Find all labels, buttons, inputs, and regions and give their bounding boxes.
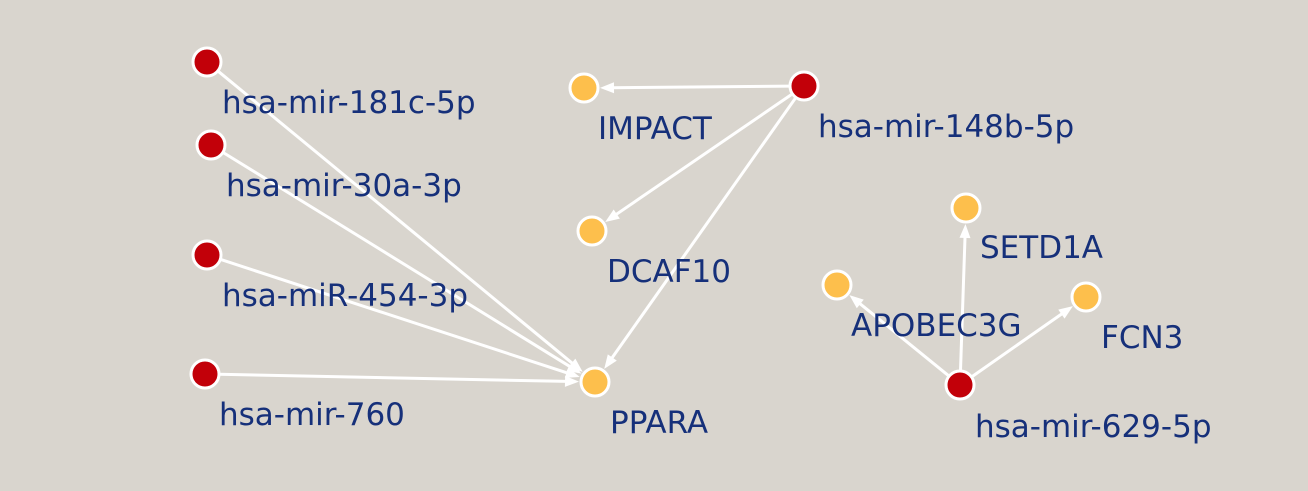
gene-node-impact[interactable] — [568, 72, 600, 104]
edge-line — [218, 257, 570, 375]
gene-node-setd1a[interactable] — [950, 192, 982, 224]
node-label-mir-454: hsa-miR-454-3p — [222, 278, 468, 314]
edge-mir-148b-to-impact — [599, 82, 792, 94]
edge-mir-629-to-apobec3g — [849, 295, 951, 378]
mirna-node-mir-181c[interactable] — [191, 46, 223, 78]
mirna-node-mir-760[interactable] — [189, 358, 221, 390]
node-label-apobec3g: APOBEC3G — [851, 308, 1022, 344]
edge-mir-181c-to-ppara — [216, 69, 583, 372]
labels-layer: hsa-mir-181c-5p hsa-mir-30a-3p hsa-miR-454… — [219, 85, 1212, 445]
edge-line — [216, 69, 575, 366]
node-label-mir-760: hsa-mir-760 — [219, 397, 405, 433]
gene-node-ppara[interactable] — [579, 366, 611, 398]
node-label-mir-181c: hsa-mir-181c-5p — [222, 85, 476, 121]
edge-arrowhead — [1058, 306, 1073, 319]
edge-arrowhead — [604, 354, 617, 369]
mirna-node-mir-629[interactable] — [944, 369, 976, 401]
edge-arrowhead — [564, 375, 580, 387]
edges-layer — [216, 69, 1073, 387]
edge-mir-148b-to-dcaf10 — [605, 92, 794, 222]
edge-line — [857, 301, 951, 378]
edge-line — [609, 95, 798, 361]
edge-line — [969, 311, 1065, 379]
edge-line — [221, 150, 573, 369]
edge-mir-148b-to-ppara — [604, 95, 798, 369]
edge-line — [610, 84, 792, 90]
node-label-ppara: PPARA — [610, 405, 708, 441]
edge-arrowhead — [568, 358, 583, 372]
edge-mir-629-to-fcn3 — [969, 306, 1073, 379]
edge-arrowhead — [599, 82, 615, 94]
mirna-node-mir-454[interactable] — [191, 239, 223, 271]
edge-arrowhead — [564, 367, 580, 378]
gene-node-fcn3[interactable] — [1070, 281, 1102, 313]
edge-line — [613, 92, 794, 217]
node-label-dcaf10: DCAF10 — [607, 254, 731, 290]
mirna-node-mir-148b[interactable] — [788, 70, 820, 102]
node-label-mir-629: hsa-mir-629-5p — [975, 409, 1212, 445]
edge-mir-454-to-ppara — [218, 257, 580, 378]
edge-mir-629-to-setd1a — [958, 223, 971, 373]
node-label-fcn3: FCN3 — [1101, 320, 1183, 356]
node-label-mir-30a: hsa-mir-30a-3p — [226, 168, 462, 204]
mirna-node-mir-30a[interactable] — [195, 129, 227, 161]
edge-mir-760-to-ppara — [217, 372, 580, 387]
edge-arrowhead — [959, 223, 971, 239]
gene-node-apobec3g[interactable] — [821, 269, 853, 301]
node-label-mir-148b: hsa-mir-148b-5p — [818, 109, 1074, 145]
gene-node-dcaf10[interactable] — [576, 215, 608, 247]
edge-line — [217, 372, 569, 383]
nodes-layer — [189, 46, 1102, 401]
node-label-impact: IMPACT — [598, 111, 713, 147]
edge-arrowhead — [849, 295, 864, 309]
edge-line — [958, 234, 967, 373]
edge-arrowhead — [605, 209, 620, 222]
node-label-setd1a: SETD1A — [980, 230, 1103, 266]
